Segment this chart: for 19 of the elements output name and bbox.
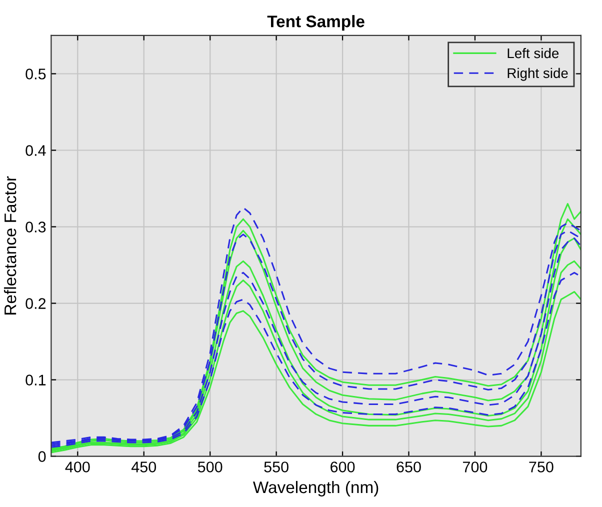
legend-label: Left side xyxy=(508,48,559,58)
y-tick-label: 0 xyxy=(38,451,46,462)
y-tick-label: 0.4 xyxy=(26,145,46,156)
x-tick-label: 750 xyxy=(529,462,554,472)
x-tick-label: 600 xyxy=(330,462,355,472)
y-tick-label: 0.2 xyxy=(26,298,46,309)
x-tick-label: 550 xyxy=(264,462,288,472)
y-axis-title: Reflectance Factor xyxy=(4,176,16,314)
y-tick-label: 0.3 xyxy=(26,222,46,232)
y-tick-label: 0.5 xyxy=(26,68,46,80)
x-tick-label: 450 xyxy=(131,462,156,472)
x-axis-title: Wavelength (nm) xyxy=(252,480,378,496)
x-tick-label: 650 xyxy=(396,462,421,472)
x-tick-label: 400 xyxy=(65,462,90,472)
y-tick-label: 0.1 xyxy=(26,374,46,386)
x-tick-label: 700 xyxy=(463,462,488,472)
legend-label: Right side xyxy=(508,68,568,81)
x-tick-label: 500 xyxy=(198,462,222,472)
chart-title: Tent Sample xyxy=(267,15,364,31)
